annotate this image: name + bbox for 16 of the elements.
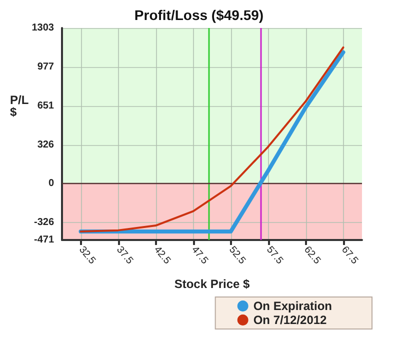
x-axis-title: Stock Price $ (174, 277, 250, 291)
x-tick-label: 62.5 (302, 244, 323, 267)
y-tick-label: 0 (48, 178, 54, 190)
y-tick-label: 977 (37, 61, 54, 72)
chart-title: Profit/Loss ($49.59) (134, 7, 264, 23)
legend-label: On 7/12/2012 (253, 313, 328, 327)
x-tick-label: 47.5 (189, 244, 210, 267)
y-axis-title: P/L $ (10, 93, 29, 119)
x-tick-label: 67.5 (339, 244, 360, 267)
legend-label: On Expiration (253, 299, 332, 313)
x-tick-label: 42.5 (152, 244, 173, 267)
y-tick-label: -326 (34, 217, 54, 228)
y-tick-label: -471 (34, 234, 54, 246)
y-tick-label: 1303 (32, 22, 54, 34)
y-tick-label: 326 (37, 139, 54, 150)
y-tick-label: 651 (37, 100, 54, 112)
